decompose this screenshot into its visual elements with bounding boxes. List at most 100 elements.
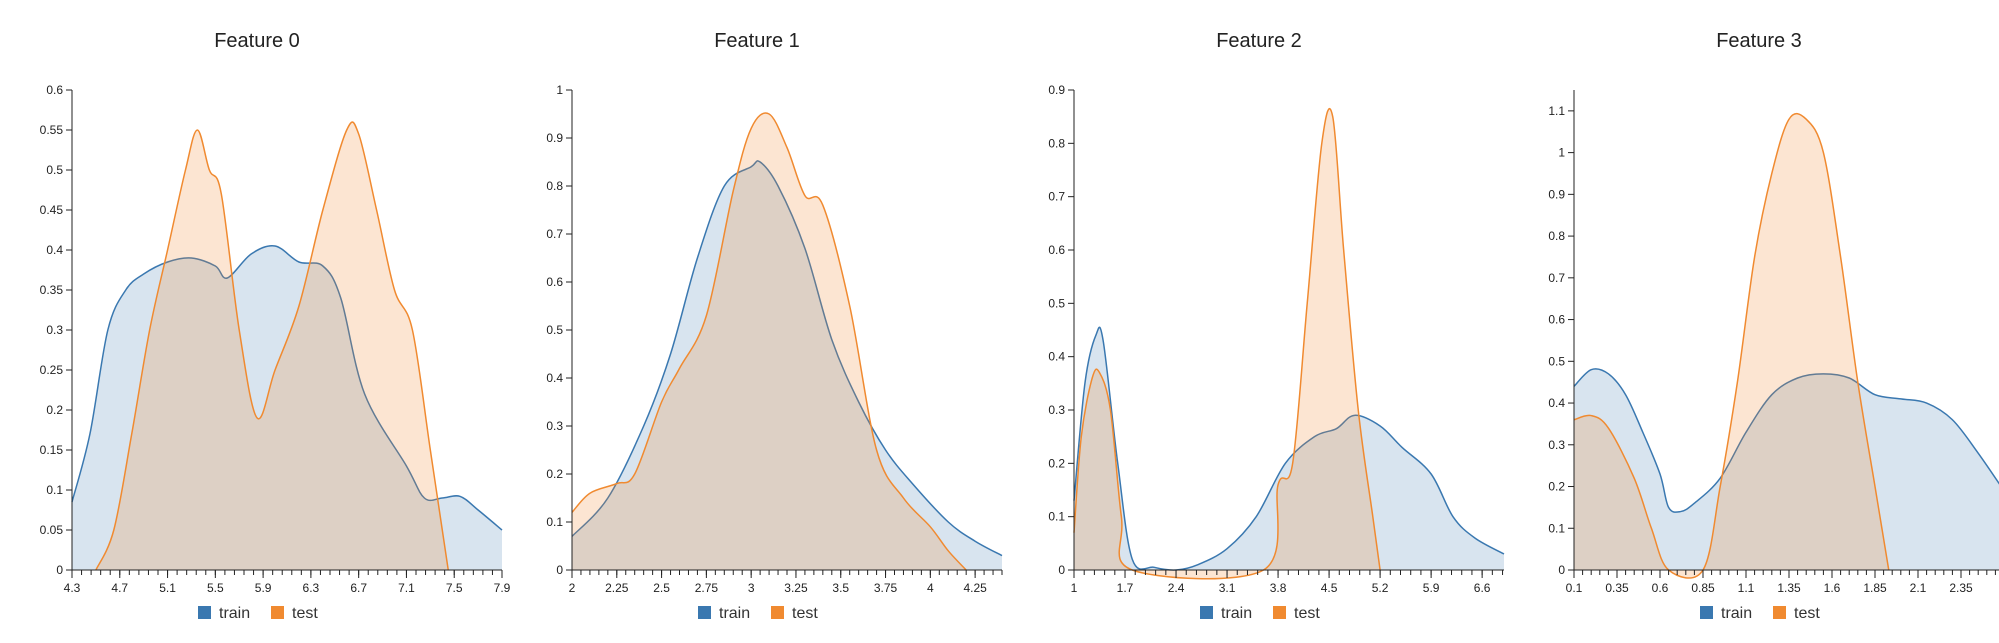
x-tick-label: 4.5: [1321, 581, 1338, 595]
legend: train test: [1700, 605, 1820, 622]
x-tick-label: 0.1: [1566, 581, 1583, 595]
y-tick-label: 0.3: [546, 419, 563, 433]
line-test: [1573, 112, 1890, 579]
y-tick-label: 0.15: [40, 443, 64, 457]
area-train: [1574, 368, 1999, 570]
y-tick-label: 0.05: [40, 523, 64, 537]
x-tick-label: 2.5: [653, 581, 670, 595]
legend-label-train: train: [1721, 605, 1752, 622]
y-tick-label: 0.2: [546, 467, 563, 481]
y-tick-label: 1.1: [1548, 104, 1565, 118]
legend-label-test: test: [1294, 605, 1320, 622]
legend: train test: [698, 605, 818, 622]
legend-label-test: test: [1794, 605, 1820, 622]
x-tick-label: 2: [569, 581, 576, 595]
line-train: [571, 160, 1003, 557]
y-tick-label: 0.2: [46, 403, 63, 417]
chart-panel-2: Feature 2 0 0.1 0.2 0.3 0.4 0.5 0.6 0.7 0.8 0.9 1 1.…: [1048, 30, 1505, 622]
line-train: [71, 244, 503, 531]
y-tick-label: 0.1: [46, 483, 63, 497]
legend-label-test: test: [292, 605, 318, 622]
x-tick-label: 2.75: [695, 581, 719, 595]
chart-panel-1: Feature 1 0 0.1 0.2 0.3 0.4 0.5 0.6 0.7 0.8 0.9 1 2 2…: [546, 30, 1003, 622]
x-tick-label: 3.25: [784, 581, 808, 595]
y-tick-label: 0.25: [40, 363, 64, 377]
x-tick-label: 7.9: [494, 581, 511, 595]
y-tick-label: 0.9: [546, 131, 563, 145]
area-test: [1074, 108, 1381, 579]
y-tick-label: 0.4: [46, 243, 63, 257]
legend-label-train: train: [1221, 605, 1252, 622]
line-test: [1073, 108, 1381, 580]
y-tick-label: 0.7: [1048, 190, 1065, 204]
line-test: [571, 112, 967, 571]
y-tick-label: 0.4: [1048, 350, 1065, 364]
x-tick-label: 1.7: [1117, 581, 1134, 595]
y-tick-label: 0.35: [40, 283, 64, 297]
chart-title: Feature 3: [1716, 30, 1802, 52]
chart-title: Feature 0: [214, 30, 300, 52]
x-tick-label: 3.8: [1270, 581, 1287, 595]
legend-swatch-test: [771, 606, 784, 619]
area-train: [72, 245, 502, 570]
x-tick-label: 5.9: [255, 581, 272, 595]
legend-swatch-train: [198, 606, 211, 619]
y-tick-label: 0: [1058, 563, 1065, 577]
area-test: [95, 122, 449, 570]
y-tick-label: 0.7: [546, 227, 563, 241]
y-tick-label: 0.6: [1048, 243, 1065, 257]
legend-label-train: train: [219, 605, 250, 622]
x-tick-label: 1.1: [1738, 581, 1755, 595]
legend: train test: [198, 605, 318, 622]
y-tick-label: 0.1: [1548, 521, 1565, 535]
y-tick-label: 0.5: [546, 323, 563, 337]
x-tick-label: 2.1: [1910, 581, 1927, 595]
x-tick-label: 2.35: [1949, 581, 1973, 595]
y-tick-label: 0.2: [1548, 480, 1565, 494]
x-tick-label: 7.5: [446, 581, 463, 595]
y-tick-label: 0.6: [546, 275, 563, 289]
legend-swatch-train: [1200, 606, 1213, 619]
y-tick-label: 0.4: [1548, 396, 1565, 410]
y-tick-label: 0.3: [1048, 403, 1065, 417]
x-tick-label: 6.3: [303, 581, 320, 595]
area-train: [1074, 327, 1504, 571]
x-tick-label: 6.7: [350, 581, 367, 595]
x-tick-label: 3.75: [874, 581, 898, 595]
y-tick-label: 0.7: [1548, 271, 1565, 285]
chart-panel-3: Feature 300.10.20.30.40.50.60.70.80.911.…: [1548, 30, 1999, 622]
y-tick-label: 0.6: [1548, 313, 1565, 327]
area-train: [572, 160, 1002, 570]
y-tick-label: 0.4: [546, 371, 563, 385]
y-tick-label: 0.9: [1548, 187, 1565, 201]
area-test: [572, 113, 967, 570]
y-tick-label: 1: [556, 83, 563, 97]
y-tick-label: 0.55: [40, 123, 64, 137]
legend-swatch-test: [1773, 606, 1786, 619]
y-tick-label: 0.8: [1548, 229, 1565, 243]
x-tick-label: 0.6: [1652, 581, 1669, 595]
y-tick-label: 0.3: [46, 323, 63, 337]
x-tick-label: 5.1: [159, 581, 176, 595]
line-train: [1573, 368, 1999, 513]
legend-swatch-test: [1273, 606, 1286, 619]
chart-title: Feature 1: [714, 30, 800, 52]
legend-label-test: test: [792, 605, 818, 622]
y-tick-label: 0.9: [1048, 83, 1065, 97]
chart-title: Feature 2: [1216, 30, 1302, 52]
x-tick-label: 3: [748, 581, 755, 595]
y-tick-label: 0.1: [546, 515, 563, 529]
y-tick-label: 0.8: [546, 179, 563, 193]
x-tick-label: 2.4: [1168, 581, 1185, 595]
line-train: [1073, 326, 1505, 571]
y-tick-label: 0.3: [1548, 438, 1565, 452]
chart-panel-0: Feature 0 0 0.05 0.1 0.15 0.2 0.25 0.3 0.35 0.4 0.…: [40, 30, 511, 622]
area-test: [1574, 113, 1889, 579]
legend: train test: [1200, 605, 1320, 622]
x-tick-label: 3.1: [1219, 581, 1236, 595]
x-tick-label: 5.5: [207, 581, 224, 595]
x-tick-label: 4: [927, 581, 934, 595]
x-tick-label: 0.85: [1691, 581, 1715, 595]
y-tick-label: 1: [1558, 146, 1565, 160]
